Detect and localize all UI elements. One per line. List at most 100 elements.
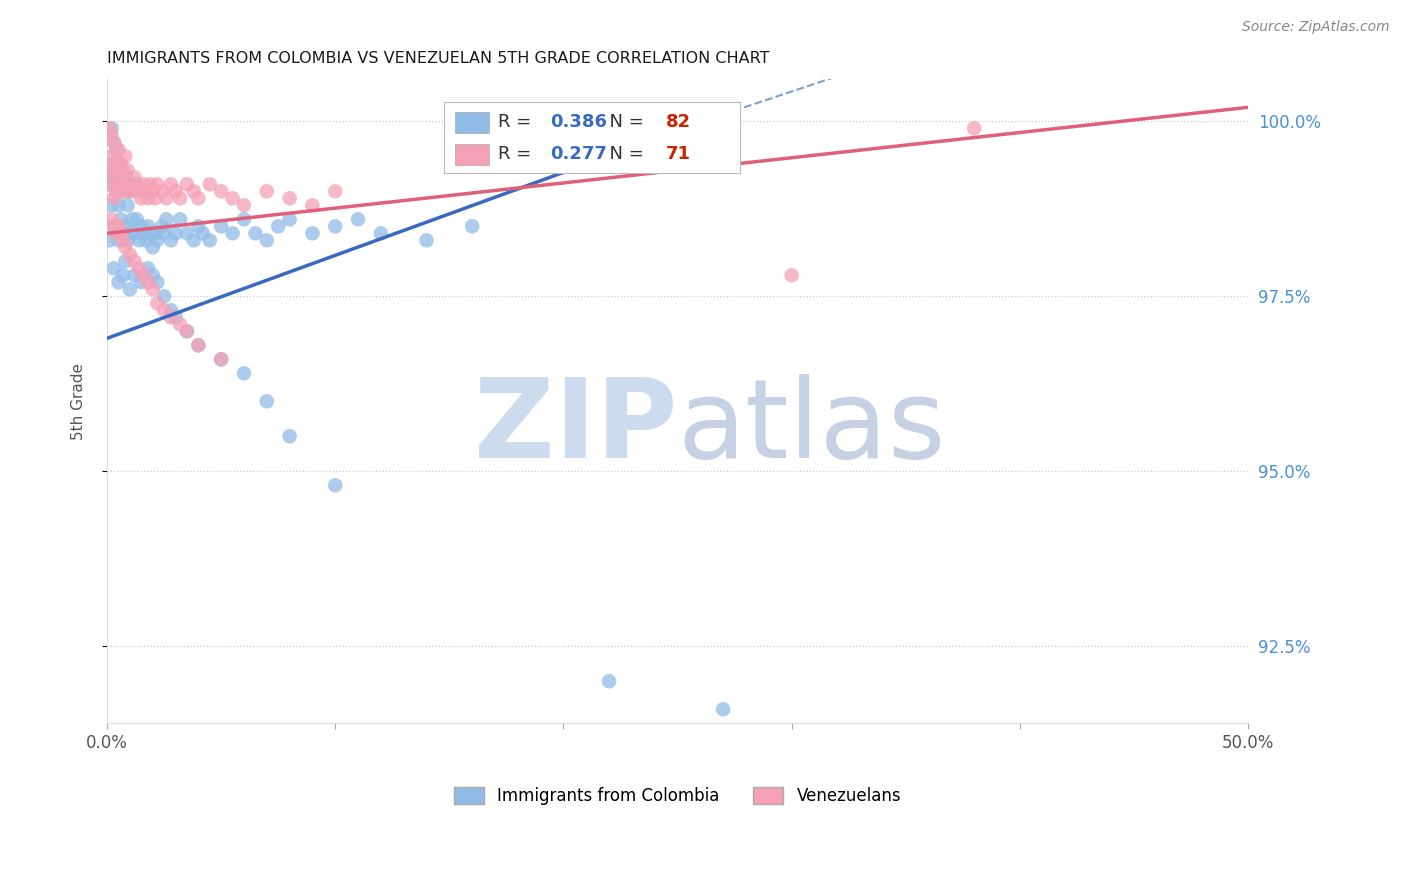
Point	[103, 219, 125, 234]
Point	[165, 310, 187, 325]
Point	[143, 191, 166, 205]
Point	[146, 233, 169, 247]
Point	[112, 184, 135, 198]
Point	[107, 170, 129, 185]
Point	[100, 121, 122, 136]
Point	[117, 184, 139, 198]
Legend: Immigrants from Colombia, Venezuelans: Immigrants from Colombia, Venezuelans	[447, 780, 908, 812]
Text: N =: N =	[598, 113, 650, 131]
Point	[105, 142, 128, 156]
Point	[103, 170, 125, 185]
Point	[191, 227, 214, 241]
Point	[129, 191, 152, 205]
Point	[301, 227, 323, 241]
Point	[112, 227, 135, 241]
Point	[415, 233, 437, 247]
Point	[135, 184, 157, 198]
Text: IMMIGRANTS FROM COLOMBIA VS VENEZUELAN 5TH GRADE CORRELATION CHART: IMMIGRANTS FROM COLOMBIA VS VENEZUELAN 5…	[107, 51, 769, 66]
Point	[100, 178, 122, 192]
Point	[107, 219, 129, 234]
Point	[107, 142, 129, 156]
Point	[105, 227, 128, 241]
Point	[135, 233, 157, 247]
Point	[233, 366, 256, 380]
Point	[128, 233, 150, 247]
Point	[146, 296, 169, 310]
Point	[124, 170, 146, 185]
Point	[103, 219, 125, 234]
Point	[139, 178, 162, 192]
Point	[461, 219, 484, 234]
Point	[278, 191, 301, 205]
Point	[114, 149, 136, 163]
Point	[118, 247, 141, 261]
Point	[112, 268, 135, 283]
Point	[153, 289, 176, 303]
Point	[132, 268, 155, 283]
Point	[165, 227, 187, 241]
Text: 0.386: 0.386	[550, 113, 607, 131]
Point	[100, 212, 122, 227]
Point	[146, 275, 169, 289]
Point	[256, 394, 278, 409]
Point	[128, 261, 150, 276]
Point	[107, 198, 129, 212]
Point	[165, 184, 187, 198]
Point	[256, 184, 278, 198]
Point	[153, 303, 176, 318]
Text: 71: 71	[666, 145, 692, 163]
Point	[160, 310, 183, 325]
Point	[278, 429, 301, 443]
Point	[187, 338, 209, 352]
Point	[110, 227, 132, 241]
Point	[142, 240, 165, 254]
Point	[132, 178, 155, 192]
Point	[110, 212, 132, 227]
Text: N =: N =	[598, 145, 650, 163]
Point	[107, 156, 129, 170]
Point	[245, 227, 267, 241]
Point	[103, 191, 125, 205]
Point	[121, 184, 143, 198]
Point	[169, 191, 191, 205]
Point	[112, 184, 135, 198]
Point	[112, 163, 135, 178]
Point	[136, 191, 159, 205]
Point	[112, 233, 135, 247]
Point	[160, 303, 183, 318]
Point	[98, 163, 121, 178]
Point	[105, 184, 128, 198]
Point	[107, 275, 129, 289]
Point	[209, 219, 232, 234]
Point	[118, 282, 141, 296]
Point	[105, 227, 128, 241]
Point	[370, 227, 392, 241]
Point	[233, 212, 256, 227]
Point	[124, 227, 146, 241]
Point	[160, 233, 183, 247]
Point	[136, 219, 159, 234]
Point	[209, 352, 232, 367]
Text: 82: 82	[666, 113, 692, 131]
FancyBboxPatch shape	[456, 112, 489, 133]
Point	[114, 254, 136, 268]
Point	[124, 254, 146, 268]
Point	[198, 233, 221, 247]
Point	[221, 191, 243, 205]
Point	[117, 233, 139, 247]
Point	[128, 184, 150, 198]
Point	[301, 198, 323, 212]
Point	[105, 156, 128, 170]
Point	[323, 184, 346, 198]
Point	[142, 268, 165, 283]
Point	[114, 170, 136, 185]
Point	[118, 178, 141, 192]
Point	[221, 227, 243, 241]
Text: atlas: atlas	[678, 374, 946, 481]
Point	[103, 261, 125, 276]
Text: Source: ZipAtlas.com: Source: ZipAtlas.com	[1241, 20, 1389, 34]
Point	[121, 212, 143, 227]
Point	[114, 240, 136, 254]
Point	[256, 233, 278, 247]
Point	[100, 198, 122, 212]
